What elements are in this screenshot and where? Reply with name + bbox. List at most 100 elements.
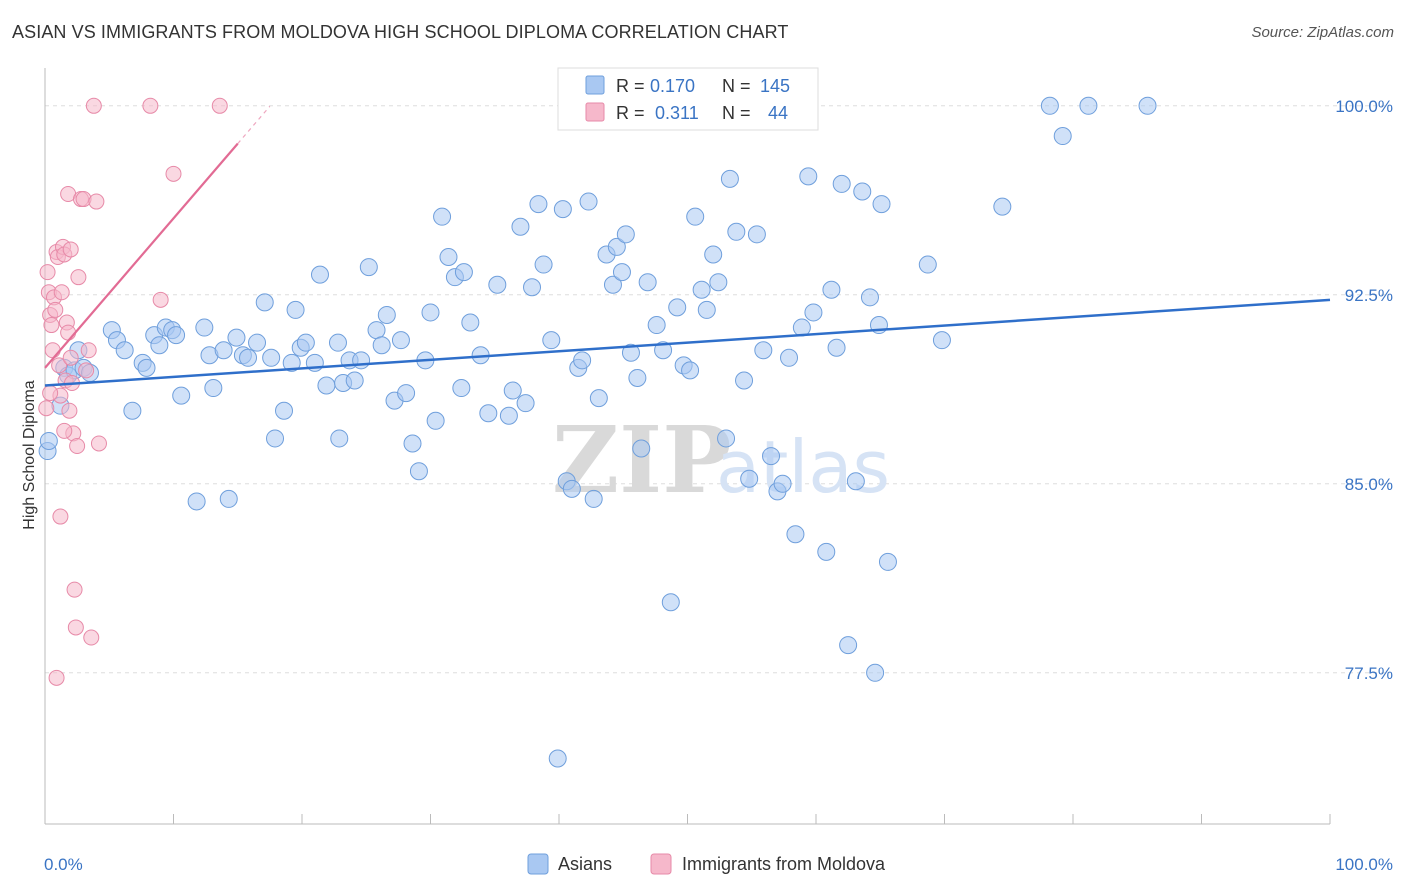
scatter-point bbox=[668, 298, 687, 317]
scatter-point bbox=[328, 333, 347, 352]
watermark-atlas: atlas bbox=[716, 425, 890, 509]
legend-n-value-asians: 145 bbox=[760, 76, 790, 96]
x-tick-labels: 0.0% 100.0% bbox=[44, 814, 1393, 874]
chart-title: ASIAN VS IMMIGRANTS FROM MOLDOVA HIGH SC… bbox=[12, 22, 789, 42]
scatter-point bbox=[523, 278, 542, 297]
scatter-point bbox=[204, 379, 223, 398]
scatter-point bbox=[735, 371, 754, 390]
scatter-point bbox=[69, 438, 86, 454]
scatter-point bbox=[377, 305, 396, 324]
scatter-point bbox=[773, 474, 792, 493]
scatter-point bbox=[786, 525, 805, 544]
scatter-point bbox=[167, 326, 186, 345]
scatter-point bbox=[90, 435, 107, 452]
scatter-point bbox=[516, 394, 535, 413]
scatter-point bbox=[584, 489, 603, 508]
legend-r-value-asians: 0.170 bbox=[650, 76, 695, 96]
scatter-point bbox=[932, 331, 951, 350]
scatter-point bbox=[1040, 96, 1059, 115]
scatter-point bbox=[282, 353, 301, 372]
scatter-point bbox=[359, 258, 378, 277]
scatter-point bbox=[1138, 96, 1157, 115]
y-axis-label: High School Diploma bbox=[21, 380, 38, 530]
scatter-point bbox=[172, 386, 191, 405]
x-tick-label-max: 100.0% bbox=[1335, 855, 1393, 874]
scatter-point bbox=[632, 439, 651, 458]
scatter-point bbox=[872, 195, 891, 214]
scatter-point bbox=[616, 225, 635, 244]
scatter-point bbox=[542, 331, 561, 350]
scatter-point bbox=[275, 401, 294, 420]
scatter-point bbox=[488, 275, 507, 294]
scatter-point bbox=[692, 280, 711, 299]
scatter-point bbox=[548, 749, 567, 768]
scatter-point bbox=[255, 293, 274, 312]
scatter-point bbox=[345, 371, 364, 390]
scatter-point bbox=[42, 385, 59, 402]
scatter-point bbox=[727, 222, 746, 241]
scatter-point bbox=[817, 542, 836, 561]
scatter-point bbox=[187, 492, 206, 511]
scatter-point bbox=[589, 389, 608, 408]
scatter-point bbox=[661, 593, 680, 612]
scatter-point bbox=[75, 191, 92, 208]
series-moldova bbox=[38, 97, 228, 686]
scatter-point bbox=[499, 406, 518, 425]
bottom-legend-swatch-asians bbox=[527, 853, 549, 875]
scatter-point bbox=[43, 317, 60, 334]
legend-n-label-asians: N = bbox=[722, 76, 751, 96]
source-credit: Source: ZipAtlas.com bbox=[1251, 24, 1394, 41]
scatter-point bbox=[853, 182, 872, 201]
scatter-point bbox=[426, 411, 445, 430]
scatter-point bbox=[83, 629, 100, 646]
scatter-point bbox=[839, 636, 858, 655]
legend-r-value-moldova: 0.311 bbox=[655, 103, 699, 123]
scatter-point bbox=[70, 269, 87, 286]
scatter-point bbox=[827, 338, 846, 357]
scatter-point bbox=[52, 508, 69, 525]
scatter-point bbox=[832, 174, 851, 193]
scatter-point bbox=[993, 197, 1012, 216]
scatter-point bbox=[53, 284, 70, 301]
scatter-point bbox=[720, 169, 739, 188]
scatter-point bbox=[367, 321, 386, 340]
scatter-point bbox=[142, 97, 159, 114]
scatter-point bbox=[780, 348, 799, 367]
scatter-point bbox=[704, 245, 723, 264]
scatter-point bbox=[248, 333, 267, 352]
scatter-point bbox=[266, 429, 285, 448]
watermark: ZIP atlas bbox=[552, 406, 890, 514]
scatter-point bbox=[553, 200, 572, 219]
scatter-point bbox=[804, 303, 823, 322]
legend-swatch-moldova bbox=[585, 102, 605, 122]
scatter-point bbox=[403, 434, 422, 453]
scatter-point bbox=[214, 341, 233, 360]
scatter-point bbox=[391, 331, 410, 350]
trend-line-moldova bbox=[44, 142, 239, 369]
scatter-point bbox=[48, 669, 65, 686]
scatter-point bbox=[80, 342, 97, 359]
scatter-point bbox=[607, 237, 626, 256]
legend: R = 0.170 N = 145 R = 0.311 N = 44 bbox=[557, 67, 819, 131]
scatter-point bbox=[709, 273, 728, 292]
scatter-point bbox=[621, 343, 640, 362]
watermark-zip: ZIP bbox=[552, 406, 731, 514]
scatter-point bbox=[717, 429, 736, 448]
scatter-point bbox=[573, 351, 592, 370]
scatter-point bbox=[754, 341, 773, 360]
scatter-point bbox=[762, 447, 781, 466]
scatter-point bbox=[799, 167, 818, 186]
scatter-point bbox=[227, 328, 246, 347]
scatter-point bbox=[866, 663, 885, 682]
scatter-point bbox=[740, 469, 759, 488]
scatter-point bbox=[60, 324, 77, 341]
scatter-point bbox=[878, 552, 897, 571]
scatter-point bbox=[511, 217, 530, 236]
scatter-point bbox=[44, 342, 61, 359]
scatter-point bbox=[534, 255, 553, 274]
scatter-point bbox=[562, 479, 581, 498]
scatter-point bbox=[317, 376, 336, 395]
scatter-point bbox=[296, 333, 315, 352]
scatter-point bbox=[78, 362, 95, 379]
